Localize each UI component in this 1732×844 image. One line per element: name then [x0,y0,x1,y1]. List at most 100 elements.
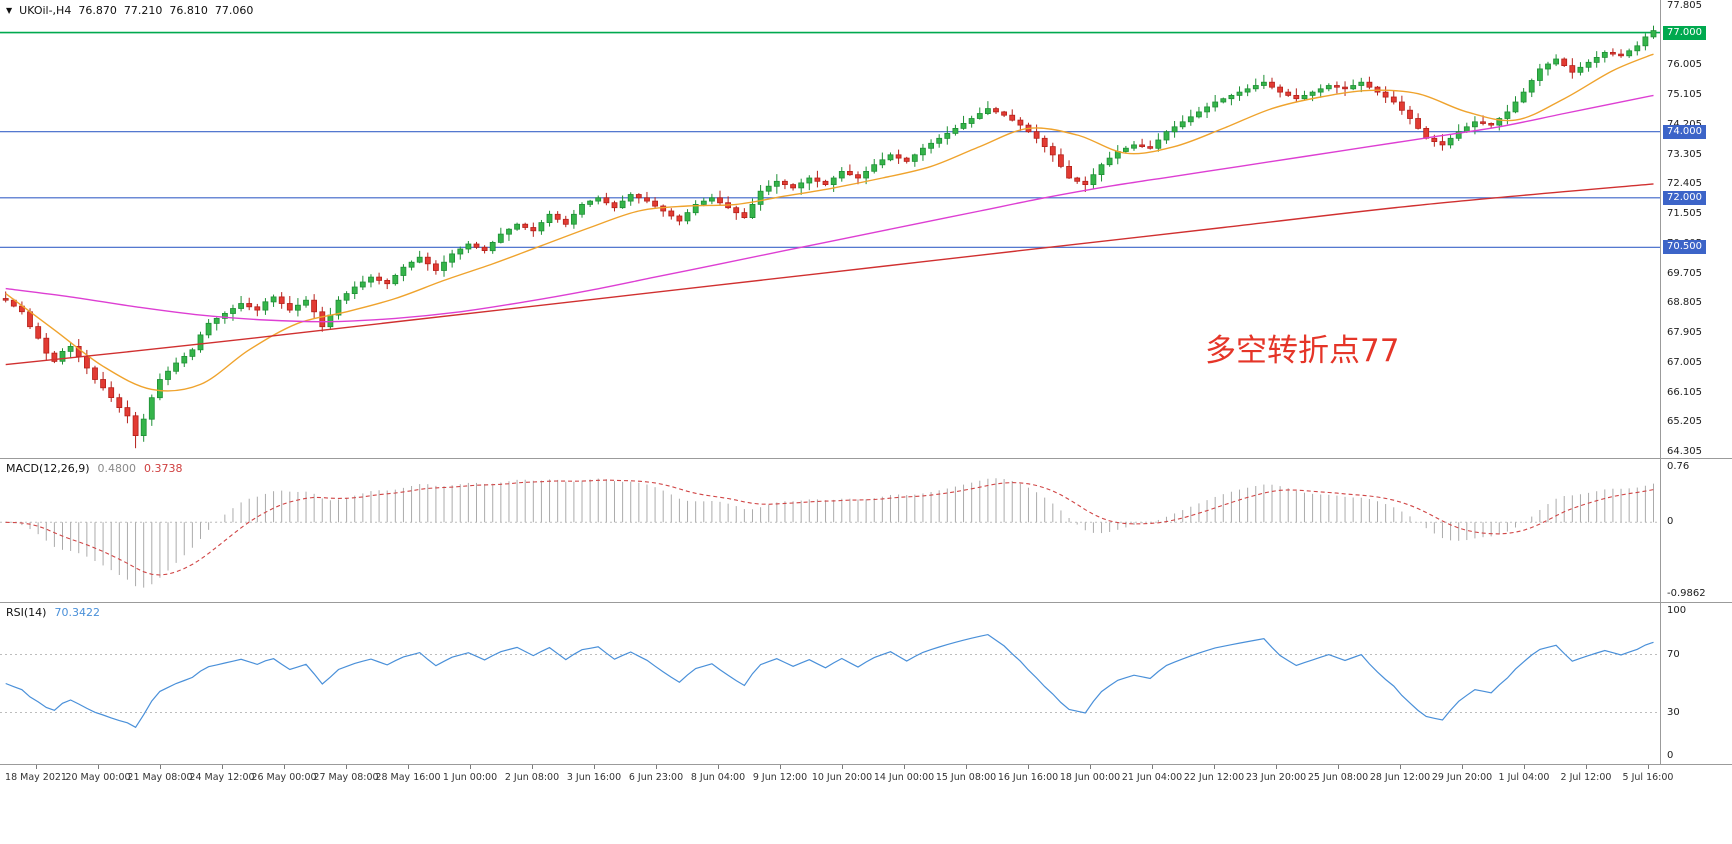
time-tick [842,765,843,769]
price-level-badge: 77.000 [1663,25,1706,40]
price-axis[interactable]: 64.305 65.205 66.105 67.005 67.905 68.805 69.7… [1662,0,1732,458]
time-label: 10 Jun 20:00 [811,772,873,783]
time-label: 22 Jun 12:00 [1183,772,1245,783]
rsi-label: RSI(14) 70.3422 [6,606,100,619]
time-label: 18 Jun 00:00 [1059,772,1121,783]
time-label: 21 May 08:00 [127,772,193,783]
macd-signal-line[interactable] [5,479,1654,576]
price-level-badge: 70.500 [1663,240,1706,255]
time-tick [1214,765,1215,769]
horizontal-level-lines[interactable] [0,31,1660,248]
ma-line-slow [5,183,1654,366]
ma-line-medium [5,94,1654,323]
macd-axis[interactable]: 0.76 0 -0.9862 [1662,459,1732,602]
symbol-period-label: UKOil-,H4 [19,4,72,17]
main-chart-panel: 64.305 65.205 66.105 67.005 67.905 68.805 69.7… [0,0,1732,459]
ohlc-high: 77.210 [123,4,163,17]
time-tick [532,765,533,769]
time-tick [1524,765,1525,769]
time-label: 5 Jul 16:00 [1622,772,1674,783]
ohlc-low: 76.810 [169,4,208,17]
rsi-value: 70.3422 [54,606,100,619]
time-label: 8 Jun 04:00 [690,772,746,783]
macd-value: 0.4800 [97,462,137,475]
rsi-name: RSI(14) [6,606,47,619]
rsi-tick-label: 70 [1667,648,1680,660]
axis-separator [1660,0,1661,765]
rsi-tick-label: 100 [1667,605,1687,616]
price-tick-label: 67.905 [1667,327,1702,339]
rsi-indicator-panel: 100 70 30 0 RSI(14) 70.3422 [0,603,1732,765]
time-tick [98,765,99,769]
time-tick [1462,765,1463,769]
candlestick-chart[interactable] [0,0,1660,458]
macd-label: MACD(12,26,9) 0.4800 0.3738 [6,462,183,475]
time-tick [780,765,781,769]
time-label: 28 May 16:00 [375,772,441,783]
time-tick [346,765,347,769]
time-label: 18 May 2021 [5,772,67,783]
time-label: 28 Jun 12:00 [1369,772,1431,783]
time-tick [408,765,409,769]
time-tick [160,765,161,769]
price-tick-label: 65.205 [1667,416,1702,428]
ohlc-open: 76.870 [78,4,117,17]
time-tick [904,765,905,769]
macd-chart[interactable] [0,459,1660,602]
rsi-chart[interactable] [0,603,1660,764]
macd-histogram[interactable] [6,478,1655,588]
price-tick-label: 75.105 [1667,89,1702,101]
time-label: 29 Jun 20:00 [1431,772,1493,783]
macd-signal-value: 0.3738 [144,462,183,475]
time-tick [966,765,967,769]
time-label: 26 May 00:00 [251,772,317,783]
price-level-badge: 72.000 [1663,190,1706,205]
ma-line-fast [5,53,1654,392]
price-tick-label: 73.305 [1667,148,1702,160]
price-level-badge: 74.000 [1663,124,1706,139]
time-tick [1400,765,1401,769]
time-label: 9 Jun 12:00 [752,772,808,783]
time-tick [1028,765,1029,769]
chart-text-annotation[interactable]: 多空转折点77 [1205,333,1400,369]
rsi-axis[interactable]: 100 70 30 0 [1662,603,1732,764]
time-tick [1090,765,1091,769]
time-label: 1 Jul 04:00 [1498,772,1550,783]
time-tick [284,765,285,769]
rsi-tick-label: 30 [1667,706,1680,718]
ohlc-close: 77.060 [214,4,254,17]
time-label: 23 Jun 20:00 [1245,772,1307,783]
macd-name: MACD(12,26,9) [6,462,90,475]
time-tick [1152,765,1153,769]
rsi-tick-label: 0 [1667,750,1674,761]
time-tick [222,765,223,769]
time-tick [656,765,657,769]
candles-series[interactable] [2,25,1657,449]
price-tick-label: 72.405 [1667,178,1702,190]
time-tick [1338,765,1339,769]
price-tick-label: 64.305 [1667,446,1702,457]
price-tick-label: 68.805 [1667,297,1702,309]
time-label: 3 Jun 16:00 [566,772,622,783]
macd-tick-label: 0 [1667,516,1674,528]
time-label: 2 Jun 08:00 [504,772,560,783]
time-label: 27 May 08:00 [313,772,379,783]
moving-average-lines[interactable] [5,53,1654,392]
symbol-collapse-icon[interactable]: ▼ [6,6,13,15]
time-label: 15 Jun 08:00 [935,772,997,783]
price-tick-label: 76.005 [1667,59,1702,71]
price-tick-label: 74.205 [1667,119,1702,131]
macd-indicator-panel: 0.76 0 -0.9862 MACD(12,26,9) 0.4800 0.3738 [0,459,1732,603]
rsi-line[interactable] [5,633,1654,729]
price-tick-label: 77.805 [1667,0,1702,11]
time-tick [470,765,471,769]
time-label: 2 Jul 12:00 [1560,772,1612,783]
time-label: 25 Jun 08:00 [1307,772,1369,783]
time-label: 1 Jun 00:00 [442,772,498,783]
time-axis[interactable]: 18 May 2021 20 May 00:00 21 May 08:00 24 Ma… [0,765,1732,844]
price-tick-label: 71.505 [1667,208,1702,220]
time-tick [1648,765,1649,769]
time-label: 14 Jun 00:00 [873,772,935,783]
time-label: 20 May 00:00 [65,772,131,783]
